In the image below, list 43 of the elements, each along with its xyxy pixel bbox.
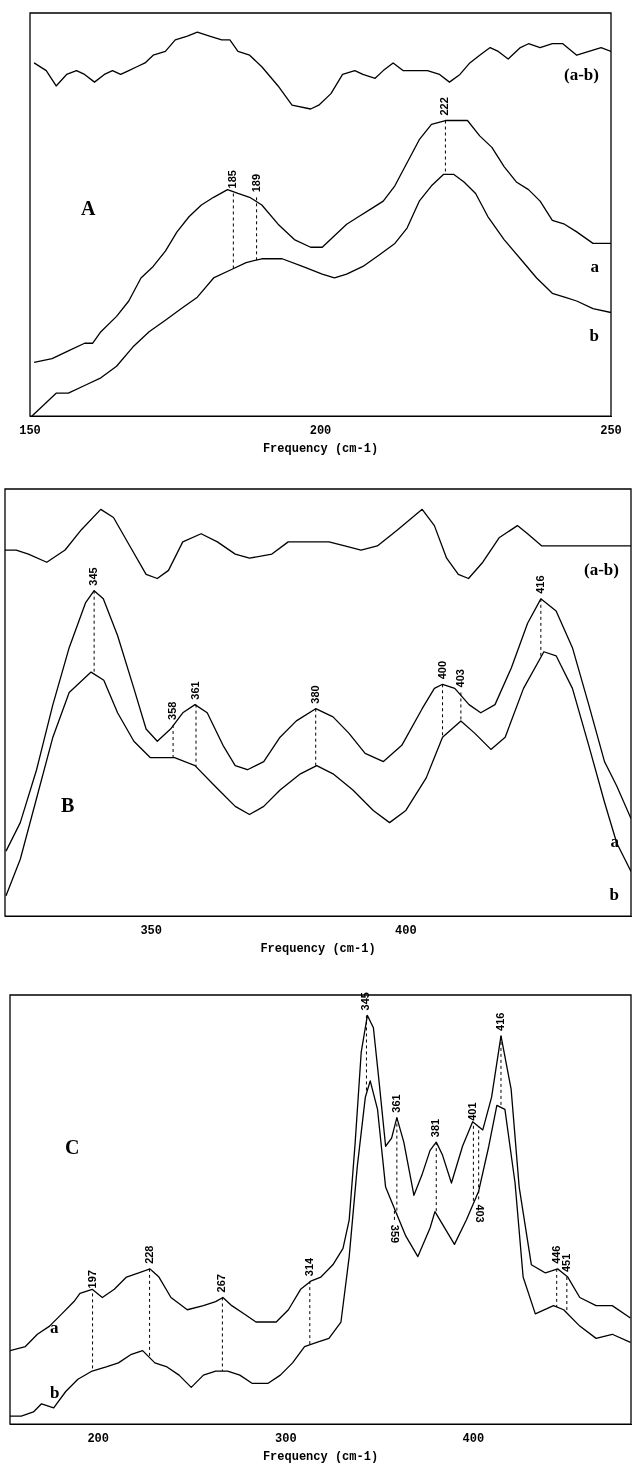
x-tick-label: 350	[140, 924, 162, 939]
annotation: 189	[249, 173, 262, 193]
annotation: 185	[226, 170, 239, 189]
series-label: b	[50, 1382, 60, 1402]
annotation: 314	[302, 1256, 315, 1277]
x-tick-label: 300	[274, 1432, 297, 1447]
x-axis-title: Frequency (cm-1)	[262, 1449, 379, 1464]
text: C	[64, 1136, 80, 1159]
text: A	[80, 197, 96, 220]
annotation: 359	[389, 1224, 402, 1244]
annotation: 345	[359, 992, 372, 1011]
series-label: (a-b)	[564, 65, 599, 85]
annotation: 446	[549, 1245, 562, 1264]
series-label: a	[590, 257, 600, 277]
x-tick-label: 400	[462, 1432, 485, 1447]
annotation: 416	[533, 575, 546, 594]
annotation: 358	[166, 701, 179, 720]
annotation: 381	[429, 1118, 442, 1138]
text: B	[60, 793, 75, 816]
x-tick-label: 250	[600, 424, 622, 439]
series-label: a	[50, 1317, 59, 1337]
annotation: 361	[189, 681, 202, 700]
series-label: (a-b)	[584, 559, 619, 579]
annotation: 400	[435, 660, 448, 680]
annotation: 197	[85, 1270, 98, 1289]
annotation: 451	[559, 1253, 572, 1273]
x-tick-label: 150	[19, 424, 41, 439]
x-tick-label: 200	[309, 424, 332, 439]
x-axis-title: Frequency (cm-1)	[260, 941, 376, 956]
annotation: 401	[466, 1102, 479, 1121]
x-tick-label: 200	[87, 1432, 109, 1447]
series-label: b	[609, 885, 619, 905]
annotation: 267	[215, 1274, 228, 1293]
annotation: 222	[438, 97, 451, 116]
annotation: 403	[473, 1204, 486, 1223]
annotation: 403	[453, 669, 466, 688]
annotation: 380	[308, 685, 321, 704]
x-axis-title: Frequency (cm-1)	[262, 441, 379, 456]
annotation: 361	[389, 1094, 402, 1113]
annotation: 416	[494, 1012, 507, 1031]
annotation: 345	[87, 567, 100, 586]
series-label: b	[589, 326, 599, 346]
annotation: 228	[142, 1245, 155, 1264]
